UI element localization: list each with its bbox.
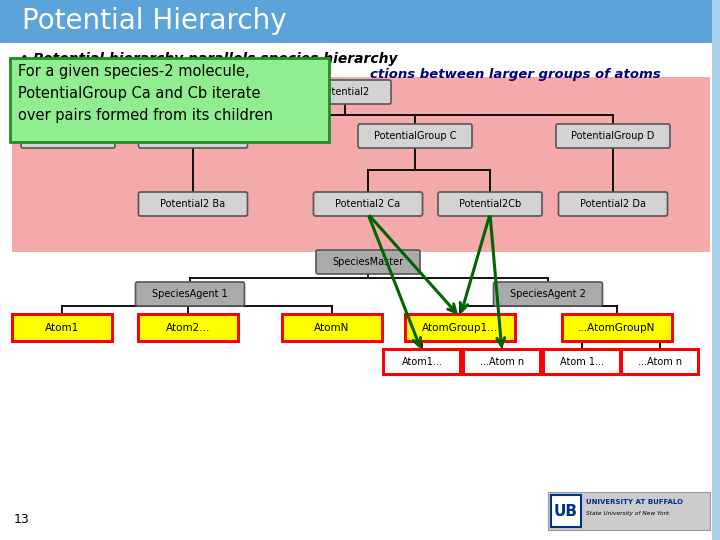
FancyBboxPatch shape [313, 192, 423, 216]
FancyBboxPatch shape [358, 124, 472, 148]
FancyBboxPatch shape [465, 351, 539, 373]
Text: Potential Hierarchy: Potential Hierarchy [22, 7, 287, 35]
Text: ctions between larger groups of atoms: ctions between larger groups of atoms [370, 68, 661, 81]
FancyBboxPatch shape [403, 313, 516, 343]
Text: Atom1...: Atom1... [402, 357, 442, 367]
Text: AtomN: AtomN [315, 323, 350, 333]
Text: UNIVERSITY AT BUFFALO: UNIVERSITY AT BUFFALO [586, 499, 683, 505]
Text: Potential2 Ba: Potential2 Ba [161, 199, 225, 209]
FancyBboxPatch shape [14, 316, 110, 340]
Text: •: • [20, 52, 29, 67]
FancyBboxPatch shape [299, 80, 391, 104]
Text: Potential hierarchy parallels species hierarchy: Potential hierarchy parallels species hi… [33, 52, 397, 66]
Text: PotentialGroup D: PotentialGroup D [571, 131, 654, 141]
Text: Potential2 Da: Potential2 Da [580, 199, 646, 209]
FancyBboxPatch shape [548, 492, 710, 530]
Text: State University of New York: State University of New York [586, 511, 670, 516]
FancyBboxPatch shape [140, 316, 236, 340]
Text: ...Atom n: ...Atom n [638, 357, 682, 367]
FancyBboxPatch shape [623, 351, 697, 373]
FancyBboxPatch shape [21, 124, 115, 148]
FancyBboxPatch shape [0, 0, 720, 43]
FancyBboxPatch shape [382, 348, 462, 376]
FancyBboxPatch shape [138, 124, 248, 148]
FancyBboxPatch shape [385, 351, 459, 373]
Text: SpeciesAgent 2: SpeciesAgent 2 [510, 289, 586, 299]
Text: ...AtomGroupN: ...AtomGroupN [578, 323, 656, 333]
FancyBboxPatch shape [542, 348, 622, 376]
FancyBboxPatch shape [462, 348, 542, 376]
FancyBboxPatch shape [11, 313, 114, 343]
Text: SpeciesAgent 1: SpeciesAgent 1 [152, 289, 228, 299]
Text: Atom2...: Atom2... [166, 323, 210, 333]
FancyBboxPatch shape [284, 316, 380, 340]
Text: SpeciesMaster: SpeciesMaster [333, 257, 404, 267]
FancyBboxPatch shape [564, 316, 670, 340]
Text: Potential2: Potential2 [320, 87, 369, 97]
Text: Potential2Cb: Potential2Cb [459, 199, 521, 209]
FancyBboxPatch shape [559, 192, 667, 216]
Text: Potential2 A: Potential2 A [38, 131, 97, 141]
FancyBboxPatch shape [138, 192, 248, 216]
FancyBboxPatch shape [12, 77, 710, 252]
FancyBboxPatch shape [493, 282, 603, 306]
FancyBboxPatch shape [551, 495, 581, 527]
Text: For a given species-2 molecule,
PotentialGroup Ca and Cb iterate
over pairs form: For a given species-2 molecule, Potentia… [18, 64, 273, 124]
FancyBboxPatch shape [545, 351, 619, 373]
FancyBboxPatch shape [135, 282, 245, 306]
FancyBboxPatch shape [560, 313, 673, 343]
Text: 13: 13 [14, 513, 30, 526]
Text: AtomGroup1...: AtomGroup1... [422, 323, 498, 333]
FancyBboxPatch shape [281, 313, 384, 343]
FancyBboxPatch shape [10, 58, 329, 142]
Text: Potential2 Ca: Potential2 Ca [336, 199, 400, 209]
FancyBboxPatch shape [712, 0, 720, 540]
Text: ...Atom n: ...Atom n [480, 357, 524, 367]
FancyBboxPatch shape [137, 313, 240, 343]
Text: Atom1: Atom1 [45, 323, 79, 333]
Text: Atom 1...: Atom 1... [560, 357, 604, 367]
FancyBboxPatch shape [556, 124, 670, 148]
FancyBboxPatch shape [438, 192, 542, 216]
FancyBboxPatch shape [407, 316, 513, 340]
FancyBboxPatch shape [620, 348, 700, 376]
FancyBboxPatch shape [316, 250, 420, 274]
Text: UB: UB [554, 503, 578, 518]
Text: PotentialGroup C: PotentialGroup C [374, 131, 456, 141]
Text: PotentialGroup B: PotentialGroup B [152, 131, 234, 141]
